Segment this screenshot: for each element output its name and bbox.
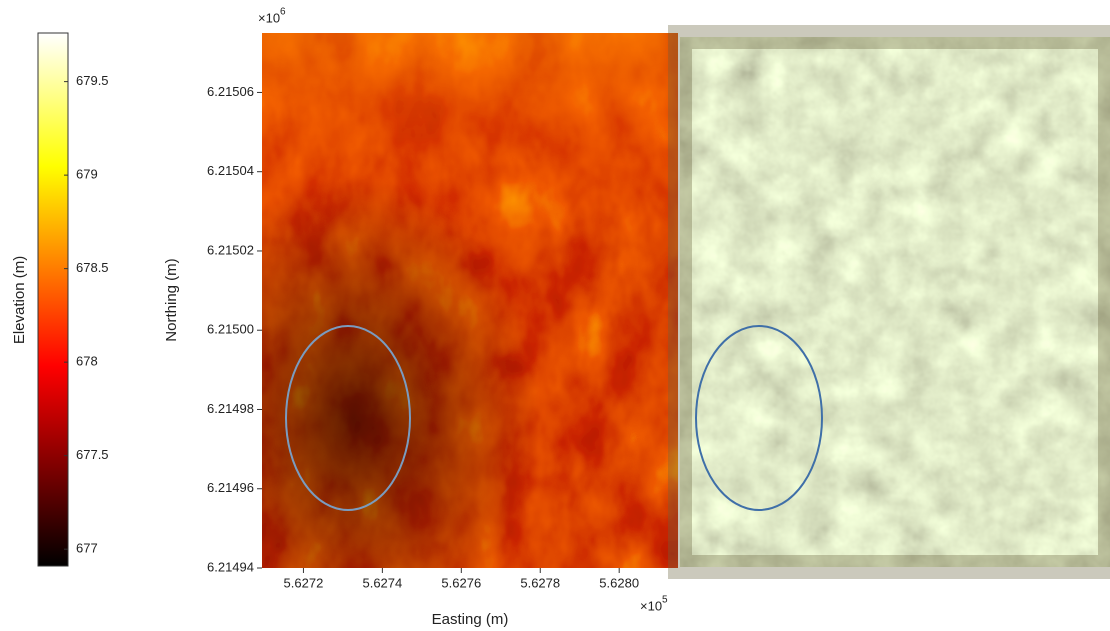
x-tick-label: 5.6274 xyxy=(362,575,402,590)
x-tick-label: 5.6280 xyxy=(599,575,639,590)
x-offset-exponent: 5 xyxy=(662,595,668,606)
colorbar-tick-label: 677 xyxy=(76,541,98,556)
figure: Elevation (m) Northing (m) Easting (m) ×… xyxy=(0,0,1110,631)
aerial-photo xyxy=(680,37,1110,567)
colorbar-tick-label: 678.5 xyxy=(76,260,109,275)
colorbar-tick-label: 679.5 xyxy=(76,73,109,88)
y-axis-label: Northing (m) xyxy=(163,258,180,341)
y-tick-label: 6.21494 xyxy=(207,559,254,574)
heatmap xyxy=(262,33,678,568)
y-offset-exponent: 6 xyxy=(280,7,286,18)
colorbar-tick-label: 677.5 xyxy=(76,447,109,462)
colorbar xyxy=(38,33,68,566)
y-tick-label: 6.21502 xyxy=(207,242,254,257)
y-tick-label: 6.21500 xyxy=(207,322,254,337)
x-tick-label: 5.6276 xyxy=(441,575,481,590)
y-tick-label: 6.21504 xyxy=(207,163,254,178)
colorbar-tick-label: 678 xyxy=(76,354,98,369)
y-tick-label: 6.21506 xyxy=(207,84,254,99)
y-offset-text: ×10 xyxy=(258,10,280,25)
x-offset-text: ×10 xyxy=(640,598,662,613)
elevation-shading xyxy=(262,33,678,568)
colorbar-tick-label: 679 xyxy=(76,167,98,182)
y-tick-label: 6.21498 xyxy=(207,401,254,416)
photo xyxy=(680,37,1110,567)
x-tick-label: 5.6272 xyxy=(284,575,324,590)
colorbar-scale xyxy=(38,33,68,566)
x-tick-label: 5.6278 xyxy=(520,575,560,590)
y-tick-label: 6.21496 xyxy=(207,480,254,495)
colorbar-label: Elevation (m) xyxy=(11,256,28,344)
x-axis-label: Easting (m) xyxy=(432,611,509,628)
